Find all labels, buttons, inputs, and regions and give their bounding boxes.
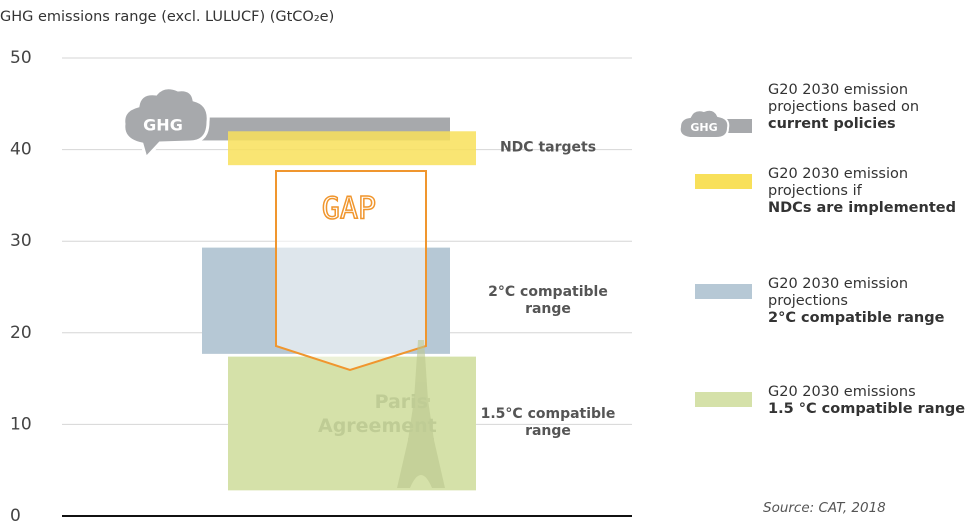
legend-icon-label: GHG <box>690 121 717 134</box>
y-tick-label: 10 <box>10 414 32 434</box>
y-tick-label: 50 <box>10 48 32 68</box>
ghg-label: GHG <box>143 116 183 135</box>
range-label: NDC targets <box>473 140 623 157</box>
legend-text: G20 2030 emission projections <box>768 276 928 310</box>
y-tick-label: 40 <box>10 140 32 160</box>
legend-text-bold: 2°C compatible range <box>768 310 928 327</box>
legend-swatch <box>695 174 752 189</box>
y-tick-label: 20 <box>10 323 32 343</box>
legend-text: G20 2030 emission projections based on <box>768 82 928 116</box>
page: GHG emissions range (excl. LULUCF) (GtCO… <box>0 0 976 525</box>
range-label: 1.5°C compatible range <box>473 406 623 440</box>
range-bar <box>228 131 476 165</box>
legend-swatch <box>695 392 752 407</box>
watermark: Paris Agreement <box>318 390 428 438</box>
legend-swatch <box>695 284 752 299</box>
chart-title: GHG emissions range (excl. LULUCF) (GtCO… <box>0 9 334 25</box>
source: Source: CAT, 2018 <box>763 500 886 516</box>
legend-text-bold: current policies <box>768 116 928 133</box>
gap-label: GAP <box>322 192 376 227</box>
chart: GHG emissions range (excl. LULUCF) (GtCO… <box>0 0 976 525</box>
legend-text-bold: 1.5 °C compatible range <box>768 401 928 418</box>
y-tick-label: 30 <box>10 231 32 251</box>
legend-text-bold: NDCs are implemented <box>768 200 928 217</box>
range-label: 2°C compatible range <box>473 284 623 318</box>
legend-text: G20 2030 emission projections if <box>768 166 928 200</box>
y-tick-label: 0 <box>10 506 21 525</box>
legend-text: G20 2030 emissions <box>768 384 928 401</box>
